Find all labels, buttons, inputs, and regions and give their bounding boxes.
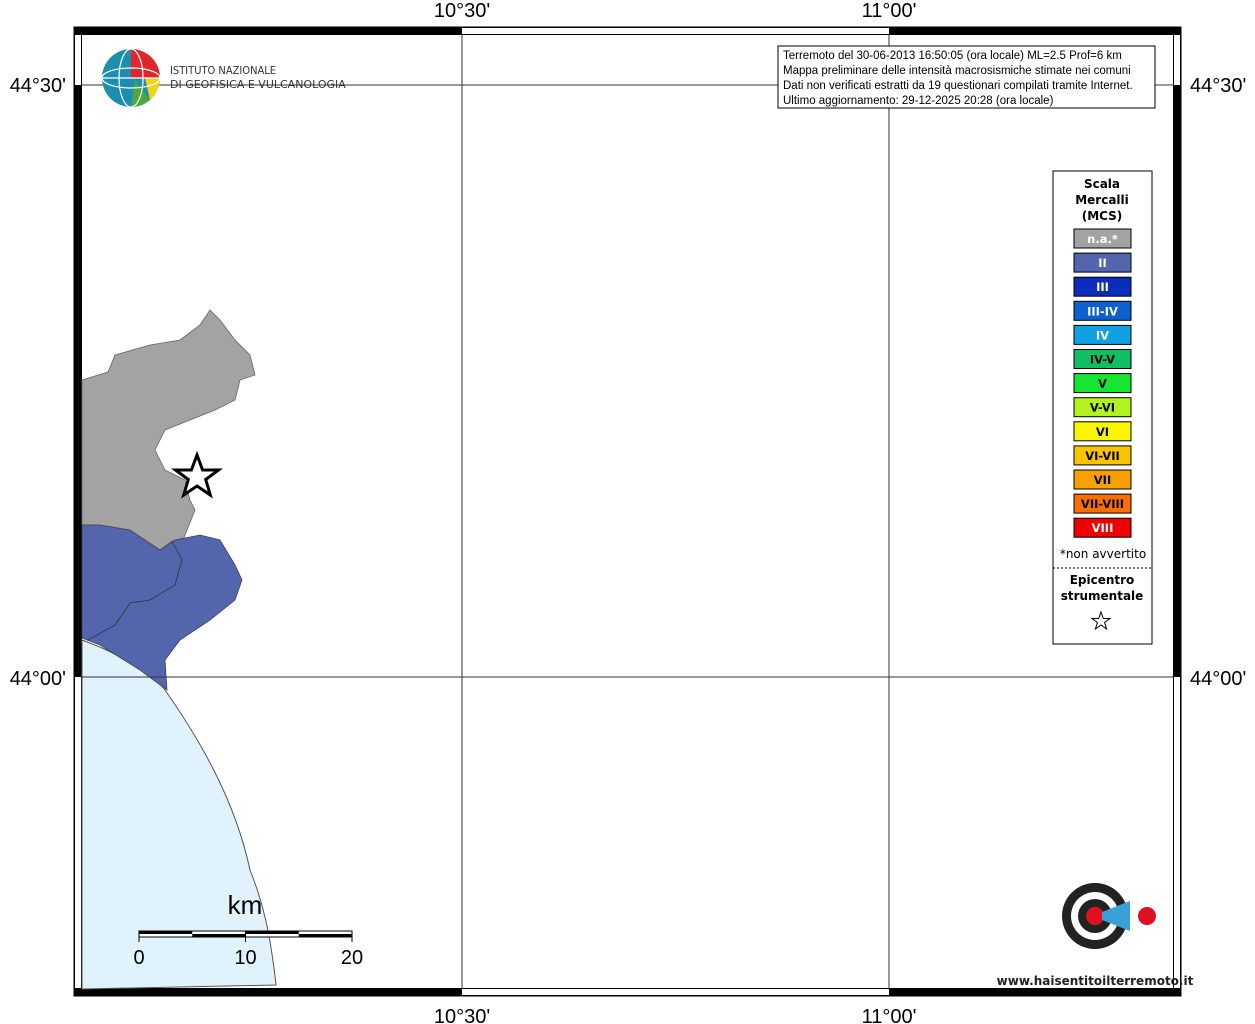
info-box: [777, 45, 1156, 109]
logo-text: DI GEOFISICA E VULCANOLOGIA: [170, 78, 346, 91]
legend-note: *non avvertito: [1060, 547, 1146, 561]
legend-title: Scala: [1084, 177, 1120, 191]
legend-label: VII: [1094, 473, 1111, 487]
legend-label: n.a.*: [1087, 232, 1118, 246]
lon-label: 11°00': [862, 1006, 917, 1024]
scale-label: 10: [234, 947, 256, 969]
legend-swatch: [1073, 228, 1132, 249]
border: [87, 540, 183, 641]
frame-band: [1174, 35, 1180, 85]
scale-unit: km: [228, 890, 263, 920]
legend-epicentre: Epicentro: [1070, 573, 1135, 587]
legend-swatch: [1073, 324, 1132, 345]
legend-swatch: [1073, 493, 1132, 514]
legend-label: VIII: [1092, 521, 1114, 535]
site-logo: www.haisentitoilterremoto.it: [997, 883, 1194, 988]
legend-label: V-VI: [1090, 401, 1115, 415]
logo-text: ISTITUTO NAZIONALE: [170, 64, 276, 77]
scale-segment: [139, 931, 193, 934]
legend-epicentre: strumentale: [1061, 589, 1144, 603]
frame-band: [1173, 27, 1181, 996]
legend-star: [1090, 610, 1112, 631]
frame-band: [75, 35, 81, 85]
epicentre: [170, 450, 224, 499]
frame-band: [74, 27, 82, 996]
legend-swatch: [1073, 300, 1132, 321]
legend-swatch: [1073, 469, 1132, 490]
frame-band: [462, 989, 889, 995]
lon-label: 10°30': [434, 1006, 490, 1024]
legend-label: III-IV: [1087, 304, 1118, 318]
lat-label: 44°00': [10, 668, 66, 690]
lat-label: 44°30': [1190, 75, 1246, 97]
legend-swatch: [1073, 397, 1132, 418]
frame-band: [75, 677, 81, 988]
info-line: Terremoto del 30-06-2013 16:50:05 (ora l…: [783, 50, 1122, 62]
legend-title: (MCS): [1082, 209, 1123, 223]
legend-label: IV-V: [1090, 353, 1115, 367]
municipality: [81, 524, 243, 691]
legend-label: VII-VIII: [1081, 497, 1124, 511]
legend-swatch: [1073, 373, 1132, 394]
legend-label: VI-VII: [1085, 449, 1120, 463]
frame: [73, 26, 1182, 997]
info-line: Dati non verificati estratti da 19 quest…: [783, 80, 1133, 92]
legend-label: IV: [1096, 328, 1109, 342]
site-logo-text: www.haisentitoilterremoto.it: [997, 974, 1194, 988]
legend-label: II: [1098, 256, 1107, 270]
legend-swatch: [1073, 349, 1132, 369]
lon-label: 10°30': [434, 0, 490, 22]
scale-segment: [245, 931, 299, 934]
legend-swatch: [1073, 252, 1132, 273]
frame-band: [462, 28, 889, 34]
legend-label: V: [1098, 377, 1107, 391]
legend-swatch: [1073, 276, 1132, 297]
scale-segment: [192, 934, 246, 937]
lat-label: 44°30': [10, 75, 66, 97]
lat-label: 44°00': [1190, 668, 1246, 690]
legend-swatch: [1073, 517, 1132, 538]
scale-label: 0: [133, 947, 144, 969]
legend-title: Mercalli: [1075, 193, 1129, 207]
legend-swatch: [1073, 421, 1132, 442]
legend-label: VI: [1096, 425, 1109, 439]
info-line: Mappa preliminare delle intensità macros…: [783, 65, 1131, 77]
ingv-logo: ISTITUTO NAZIONALE DI GEOFISICA E VULCAN…: [101, 48, 346, 108]
legend-label: III: [1096, 280, 1109, 294]
info-line: Ultimo aggiornamento: 29-12-2025 20:28 (…: [783, 95, 1054, 107]
scale-label: 20: [341, 947, 363, 969]
scale-segment: [298, 934, 352, 937]
lon-label: 11°00': [862, 0, 917, 22]
legend-swatch: [1073, 445, 1132, 466]
frame-band: [1174, 677, 1180, 988]
